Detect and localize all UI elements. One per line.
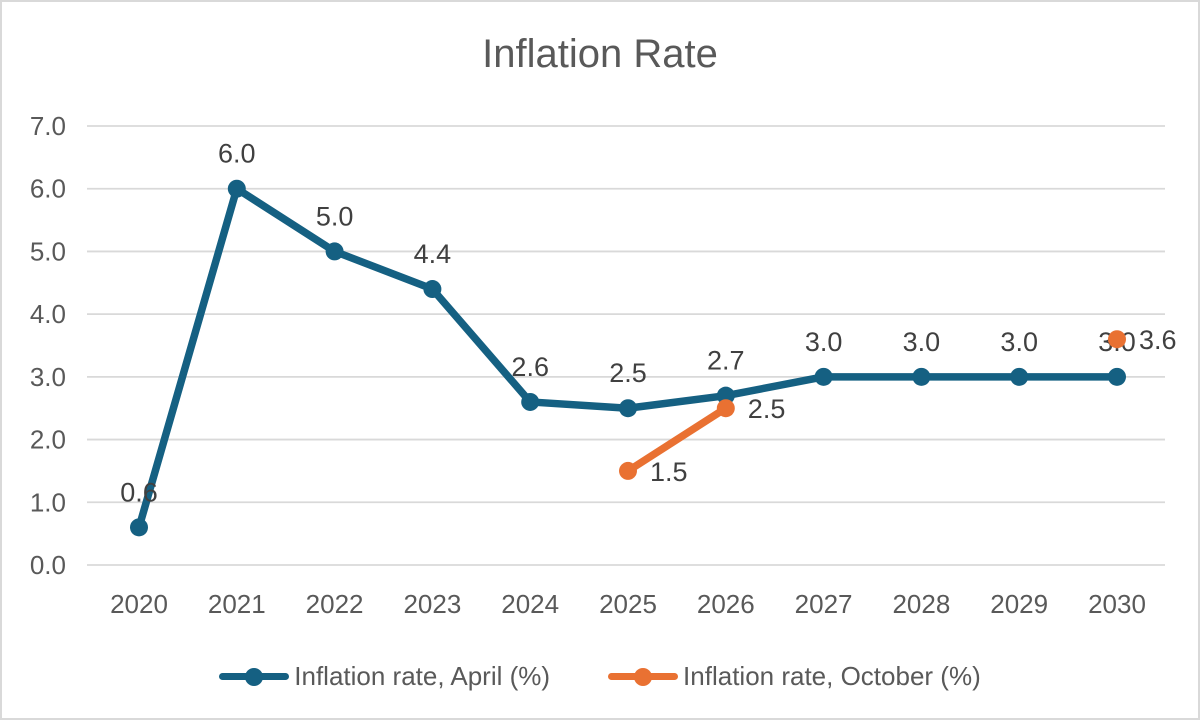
chart-canvas: 0.0 1.0 2.0 3.0 4.0 5.0 6.0 7.0 2020 2021 2022 2023…	[30, 111, 1177, 619]
data-label: 5.0	[316, 201, 354, 231]
y-axis-tick-labels: 0.0 1.0 2.0 3.0 4.0 5.0 6.0 7.0	[30, 111, 66, 580]
series-april	[130, 179, 1126, 537]
data-label: 3.0	[903, 327, 941, 357]
data-point-marker	[1010, 367, 1029, 386]
data-point-marker	[619, 399, 637, 418]
data-label: 2.7	[707, 346, 745, 376]
data-point-marker	[521, 392, 540, 411]
data-point-marker	[619, 461, 637, 480]
data-label: 0.6	[120, 477, 158, 507]
series-line	[624, 404, 730, 475]
x-tick-label: 2022	[306, 589, 364, 619]
data-point-marker	[814, 367, 833, 386]
data-label: 6.0	[218, 139, 256, 169]
x-tick-label: 2029	[990, 589, 1048, 619]
legend-marker-line-dot-icon	[219, 666, 290, 688]
legend-entry-october: Inflation rate, October (%)	[608, 661, 981, 692]
series-line	[135, 184, 1121, 532]
y-tick-label: 5.0	[30, 236, 66, 266]
data-point-marker	[423, 280, 442, 299]
x-tick-label: 2027	[795, 589, 853, 619]
legend: Inflation rate, April (%) Inflation rate…	[2, 661, 1198, 692]
y-tick-label: 3.0	[30, 362, 66, 392]
x-tick-label: 2030	[1088, 589, 1146, 619]
legend-label-october: Inflation rate, October (%)	[683, 661, 981, 691]
x-tick-label: 2020	[110, 589, 168, 619]
x-tick-label: 2024	[501, 589, 559, 619]
y-tick-label: 7.0	[30, 111, 66, 141]
legend-marker-line-dot-icon	[608, 666, 679, 688]
legend-label-april: Inflation rate, April (%)	[294, 661, 551, 691]
y-tick-label: 2.0	[30, 425, 66, 455]
data-point-marker	[716, 386, 735, 405]
data-point-marker	[325, 242, 344, 261]
y-tick-label: 6.0	[30, 174, 66, 204]
x-tick-label: 2023	[403, 589, 461, 619]
data-label: 3.0	[805, 327, 843, 357]
data-label: 3.0	[1000, 327, 1038, 357]
y-tick-label: 4.0	[30, 299, 66, 329]
data-point-marker	[1108, 367, 1126, 386]
data-label: 1.5	[650, 457, 688, 487]
y-tick-label: 0.0	[30, 550, 66, 580]
data-point-marker	[227, 179, 246, 198]
data-labels: 0.66.05.04.42.62.52.73.03.03.03.0	[120, 139, 1136, 508]
data-label: 2.6	[511, 352, 549, 382]
data-point-marker	[716, 399, 735, 418]
data-labels: 1.5 2.5 3.6	[650, 325, 1177, 487]
data-label: 2.5	[748, 394, 786, 424]
x-tick-label: 2025	[599, 589, 657, 619]
data-point-marker	[912, 367, 931, 386]
gridlines	[87, 125, 1165, 566]
x-tick-label: 2021	[208, 589, 266, 619]
y-tick-label: 1.0	[30, 487, 66, 517]
chart-title: Inflation Rate	[482, 32, 718, 76]
data-label: 4.4	[414, 239, 452, 269]
data-label: 3.6	[1139, 325, 1177, 355]
series-october	[619, 330, 1126, 480]
x-axis-tick-labels: 2020 2021 2022 2023 2024 2025 2026 2027 2028 2029…	[110, 589, 1146, 619]
x-tick-label: 2028	[892, 589, 950, 619]
data-label: 2.5	[609, 358, 647, 388]
data-point-marker	[1108, 330, 1126, 349]
data-point-marker	[130, 518, 148, 537]
legend-entry-april: Inflation rate, April (%)	[219, 661, 550, 692]
x-tick-label: 2026	[697, 589, 755, 619]
